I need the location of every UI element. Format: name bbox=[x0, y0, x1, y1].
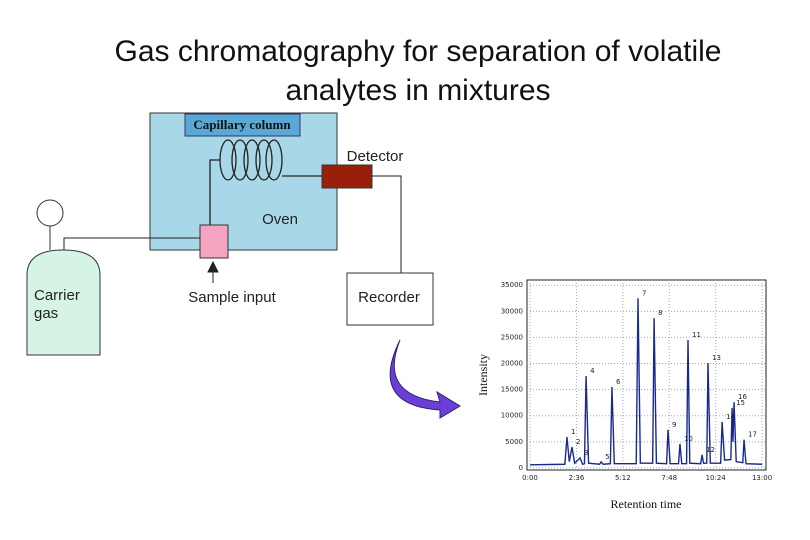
y-tick-label: 35000 bbox=[501, 281, 523, 289]
carrier-gas-label: gas bbox=[34, 305, 58, 322]
x-tick-label: 0:00 bbox=[522, 474, 538, 482]
peak-label: 16 bbox=[738, 393, 747, 401]
signal-line bbox=[372, 175, 402, 273]
peak-label: 4 bbox=[590, 367, 595, 375]
title-line-2: analytes in mixtures bbox=[285, 74, 550, 107]
x-tick-label: 5:12 bbox=[615, 474, 631, 482]
detector bbox=[321, 164, 373, 189]
title-line-1: Gas chromatography for separation of vol… bbox=[115, 35, 722, 68]
peak-label: 8 bbox=[658, 309, 662, 317]
plot-frame bbox=[526, 279, 767, 471]
peak-label: 3 bbox=[584, 449, 588, 457]
injector bbox=[199, 224, 229, 259]
y-tick-label: 25000 bbox=[501, 333, 523, 341]
peak-label: 12 bbox=[706, 446, 715, 454]
y-tick-label: 0 bbox=[519, 464, 523, 472]
oven-label: Oven bbox=[262, 211, 298, 228]
column-label-box bbox=[184, 113, 301, 137]
carrier-gas-label: Carrier bbox=[34, 287, 80, 304]
curved-arrow bbox=[389, 339, 461, 419]
peak-label: 17 bbox=[748, 431, 757, 439]
peak-label: 6 bbox=[616, 378, 621, 386]
peak-label: 2 bbox=[576, 438, 580, 446]
y-tick-label: 15000 bbox=[501, 386, 523, 394]
sample-input-label: Sample input bbox=[188, 289, 276, 306]
trace bbox=[530, 298, 763, 466]
peak-label: 7 bbox=[642, 289, 646, 297]
x-tick-label: 13:00 bbox=[752, 474, 772, 482]
peak-label: 10 bbox=[684, 435, 693, 443]
recorder-label: Recorder bbox=[358, 289, 420, 306]
x-tick-label: 10:24 bbox=[706, 474, 727, 482]
peak-label: 9 bbox=[672, 421, 676, 429]
peak-label: 5 bbox=[605, 453, 609, 461]
capillary-column-label: Capillary column bbox=[193, 117, 291, 132]
peak-label: 15 bbox=[736, 399, 745, 407]
peak-label: 1 bbox=[571, 428, 575, 436]
peak-label: 13 bbox=[712, 354, 721, 362]
y-tick-label: 20000 bbox=[501, 360, 523, 368]
recorder bbox=[346, 272, 434, 326]
y-tick-label: 30000 bbox=[501, 307, 523, 315]
y-axis-label: Intensity bbox=[476, 354, 490, 396]
peak-label: 14 bbox=[726, 413, 735, 421]
sample-arrow bbox=[207, 260, 219, 283]
peak-label: 11 bbox=[692, 331, 701, 339]
gauge bbox=[36, 199, 64, 227]
gas-line bbox=[63, 237, 200, 250]
x-tick-label: 2:36 bbox=[569, 474, 585, 482]
y-tick-label: 10000 bbox=[501, 412, 523, 420]
x-tick-label: 7:48 bbox=[661, 474, 677, 482]
detector-label: Detector bbox=[347, 148, 404, 165]
y-tick-label: 5000 bbox=[505, 438, 523, 446]
coil bbox=[209, 139, 322, 228]
x-axis-label: Retention time bbox=[611, 497, 682, 511]
gas-cylinder bbox=[26, 249, 101, 356]
